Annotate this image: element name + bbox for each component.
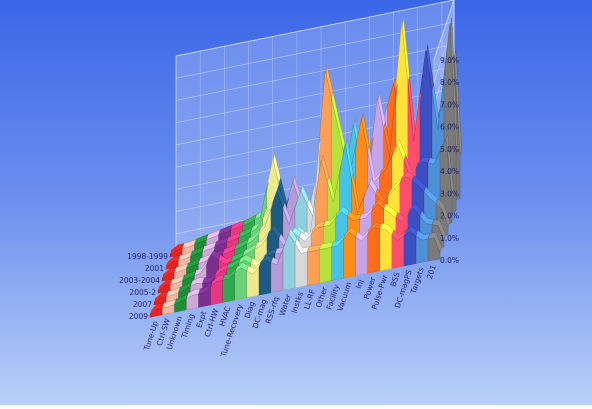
ribbon-front (161, 272, 175, 282)
ribbon-front (343, 232, 356, 279)
series-label: 2001 (145, 264, 164, 273)
series-label: 2007 (133, 300, 152, 309)
ribbon-front (306, 249, 320, 286)
gridline-side (433, 0, 455, 61)
ribbon-front (379, 228, 392, 272)
ribbon-front (415, 235, 429, 264)
z-tick-label: 8.0% (440, 78, 459, 87)
ribbon-front (149, 307, 163, 318)
ribbon-front (258, 260, 272, 296)
x-tick-label: BSS (389, 271, 402, 288)
z-tick-label: 4.0% (440, 167, 459, 176)
ribbon-front (169, 248, 183, 258)
ribbon-front (165, 260, 179, 270)
series-label: 2005-2 (129, 288, 156, 297)
gridline-back (175, 44, 455, 101)
gridline-back (175, 21, 455, 79)
series-label: 2009 (129, 312, 148, 321)
ribbon-front (403, 231, 417, 267)
depth-axis: 1998-1999 2001 2003-2004 2005-2 2007 2009 (119, 252, 168, 321)
series-label: 1998-1999 (127, 252, 168, 261)
z-tick-label: 1.0% (440, 234, 459, 243)
z-tick-label: 3.0% (440, 189, 459, 198)
z-tick-label: 5.0% (440, 145, 459, 154)
ribbon-front (157, 284, 171, 294)
x-tick-label: 201 (425, 264, 438, 281)
chart-ribbons (149, 16, 463, 318)
z-tick-label: 9.0% (440, 56, 459, 65)
series-label: 2003-2004 (119, 276, 160, 285)
ribbon-front (367, 227, 380, 274)
gridline-back (175, 0, 455, 57)
z-axis: 0.0% 1.0% 2.0% 3.0% 4.0% 5.0% 6.0% 7.0% 8.0% 9.0% (440, 56, 459, 265)
z-tick-label: 7.0% (440, 100, 459, 109)
z-tick-label: 0.0% (440, 256, 459, 265)
x-tick-label: Inj (354, 278, 365, 289)
ribbon-front (234, 267, 247, 301)
z-tick-label: 6.0% (440, 123, 459, 132)
z-tick-label: 2.0% (440, 212, 459, 221)
ribbon-front (318, 247, 332, 284)
